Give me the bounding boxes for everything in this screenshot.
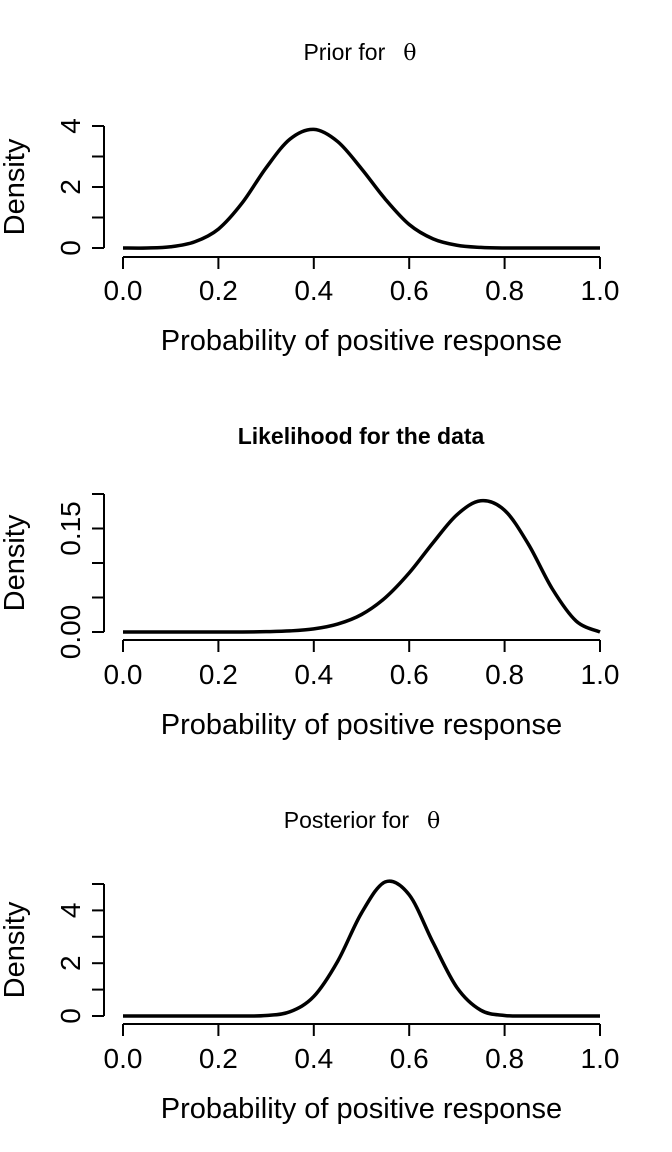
- x-tick-label: 0.0: [104, 1043, 143, 1074]
- x-tick-label: 0.8: [485, 659, 524, 690]
- y-tick-label: 0.15: [55, 501, 86, 556]
- y-tick-label: 2: [55, 955, 86, 971]
- x-tick-label: 1.0: [581, 659, 620, 690]
- x-tick-label: 1.0: [581, 1043, 620, 1074]
- density-curve: [122, 498, 601, 634]
- y-tick-label: 0.00: [55, 605, 86, 660]
- x-axis-label: Probability of positive response: [161, 325, 562, 357]
- chart-title: Posterior for θ: [284, 807, 441, 834]
- y-axis-label: Density: [0, 138, 31, 235]
- chart-title-text: Posterior for: [284, 807, 410, 833]
- chart-title: Prior for θ: [303, 39, 416, 66]
- x-tick-label: 0.4: [294, 659, 333, 690]
- x-tick-label: 0.8: [485, 275, 524, 306]
- y-tick-label: 4: [55, 118, 86, 134]
- x-axis-label: Probability of positive response: [161, 709, 562, 741]
- chart-panel-3: Posterior for θ 0.0 0.2 0.4 0.6 0.8 1.0 0 2 4 Proba…: [0, 807, 619, 1125]
- x-tick-label: 0.2: [199, 275, 238, 306]
- chart-title-symbol: θ: [427, 809, 440, 834]
- y-axis-label: Density: [0, 901, 31, 998]
- x-tick-label: 0.6: [390, 1043, 429, 1074]
- y-tick-label: 2: [55, 179, 86, 195]
- x-tick-label: 0.6: [390, 659, 429, 690]
- chart-title-text: Prior for: [303, 39, 385, 65]
- density-curve: [122, 127, 600, 250]
- x-tick-label: 0.0: [104, 275, 143, 306]
- x-tick-label: 0.2: [199, 1043, 238, 1074]
- chart-panel-2: Likelihood for the data 0.0 0.2 0.4 0.6 0.8 1.…: [0, 423, 619, 741]
- y-tick-label: 0: [55, 1008, 86, 1024]
- chart-title-text: Likelihood for the data: [238, 423, 485, 449]
- x-tick-label: 0.2: [199, 659, 238, 690]
- chart-panel-1: Prior for θ 0.0 0.2 0.4 0.6 0.8 1.0 0 2 4 Probabili…: [0, 39, 619, 357]
- y-axis-label: Density: [0, 514, 31, 611]
- y-tick-label: 4: [55, 903, 86, 919]
- x-axis-label: Probability of positive response: [161, 1093, 562, 1125]
- x-tick-label: 0.0: [104, 659, 143, 690]
- x-tick-label: 0.8: [485, 1043, 524, 1074]
- chart-title-symbol: θ: [403, 41, 416, 66]
- y-tick-label: 0: [55, 240, 86, 256]
- x-tick-label: 0.6: [390, 275, 429, 306]
- x-tick-label: 0.4: [294, 1043, 333, 1074]
- x-tick-label: 1.0: [581, 275, 620, 306]
- x-tick-label: 0.4: [294, 275, 333, 306]
- density-curve: [123, 879, 600, 1018]
- chart-title: Likelihood for the data: [238, 423, 485, 449]
